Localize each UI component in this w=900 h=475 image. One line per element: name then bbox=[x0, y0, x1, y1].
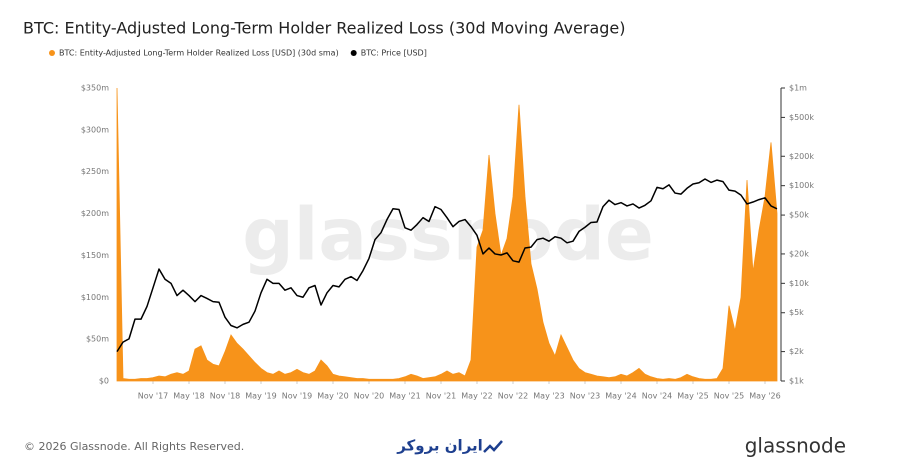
y-tick-label: $200m bbox=[81, 209, 109, 218]
legend-swatch bbox=[49, 50, 55, 56]
legend-swatch bbox=[350, 50, 357, 56]
y-tick-label: $0 bbox=[99, 377, 109, 386]
x-tick-label: May '24 bbox=[605, 392, 636, 401]
y-tick-label: $300m bbox=[81, 125, 109, 134]
x-tick-label: Nov '18 bbox=[210, 392, 241, 401]
y2-tick-label: $500k bbox=[789, 113, 814, 122]
y2-tick-label: $20k bbox=[789, 249, 809, 258]
x-tick-label: May '21 bbox=[389, 392, 420, 401]
x-tick-label: Nov '23 bbox=[570, 392, 601, 401]
y2-tick-label: $1k bbox=[789, 377, 804, 386]
chart-title: BTC: Entity-Adjusted Long-Term Holder Re… bbox=[23, 19, 626, 38]
y2-tick-label: $100k bbox=[789, 181, 814, 190]
x-tick-label: May '18 bbox=[173, 392, 204, 401]
footer: © 2026 Glassnode. All Rights Reserved. bbox=[24, 440, 244, 453]
center-logo: ایران بروکر bbox=[396, 437, 483, 455]
y-tick-label: $100m bbox=[81, 293, 109, 302]
legend-label: BTC: Price [USD] bbox=[361, 49, 427, 58]
x-tick-label: May '25 bbox=[677, 392, 708, 401]
area bbox=[116, 87, 778, 382]
y-tick-label: $250m bbox=[81, 167, 109, 176]
x-tick-label: May '26 bbox=[749, 392, 780, 401]
x-tick-label: May '23 bbox=[533, 392, 564, 401]
x-tick-label: May '22 bbox=[461, 392, 492, 401]
x-tick-label: Nov '24 bbox=[642, 392, 673, 401]
y2-tick-label: $10k bbox=[789, 279, 809, 288]
y2-tick-label: $200k bbox=[789, 152, 814, 161]
watermark: glassnode bbox=[242, 193, 654, 277]
x-tick-label: Nov '22 bbox=[498, 392, 529, 401]
y2-tick-label: $1m bbox=[789, 84, 807, 93]
y-tick-label: $350m bbox=[81, 84, 109, 93]
y-tick-label: $150m bbox=[81, 251, 109, 260]
y-tick-label: $50m bbox=[86, 335, 109, 344]
x-tick-label: Nov '20 bbox=[354, 392, 385, 401]
y2-tick-label: $5k bbox=[789, 308, 804, 317]
y2-tick-label: $2k bbox=[789, 347, 804, 356]
x-tick-label: May '19 bbox=[245, 392, 276, 401]
line bbox=[116, 178, 778, 353]
x-tick-label: Nov '17 bbox=[138, 392, 169, 401]
x-tick-label: Nov '19 bbox=[282, 392, 313, 401]
x-tick-label: May '20 bbox=[317, 392, 348, 401]
legend-label: BTC: Entity-Adjusted Long-Term Holder Re… bbox=[59, 49, 339, 58]
x-tick-label: Nov '25 bbox=[714, 392, 745, 401]
brand-logo: glassnode bbox=[745, 434, 846, 458]
center-logo-icon bbox=[483, 440, 503, 453]
x-tick-label: Nov '21 bbox=[426, 392, 457, 401]
y2-tick-label: $50k bbox=[789, 211, 809, 220]
